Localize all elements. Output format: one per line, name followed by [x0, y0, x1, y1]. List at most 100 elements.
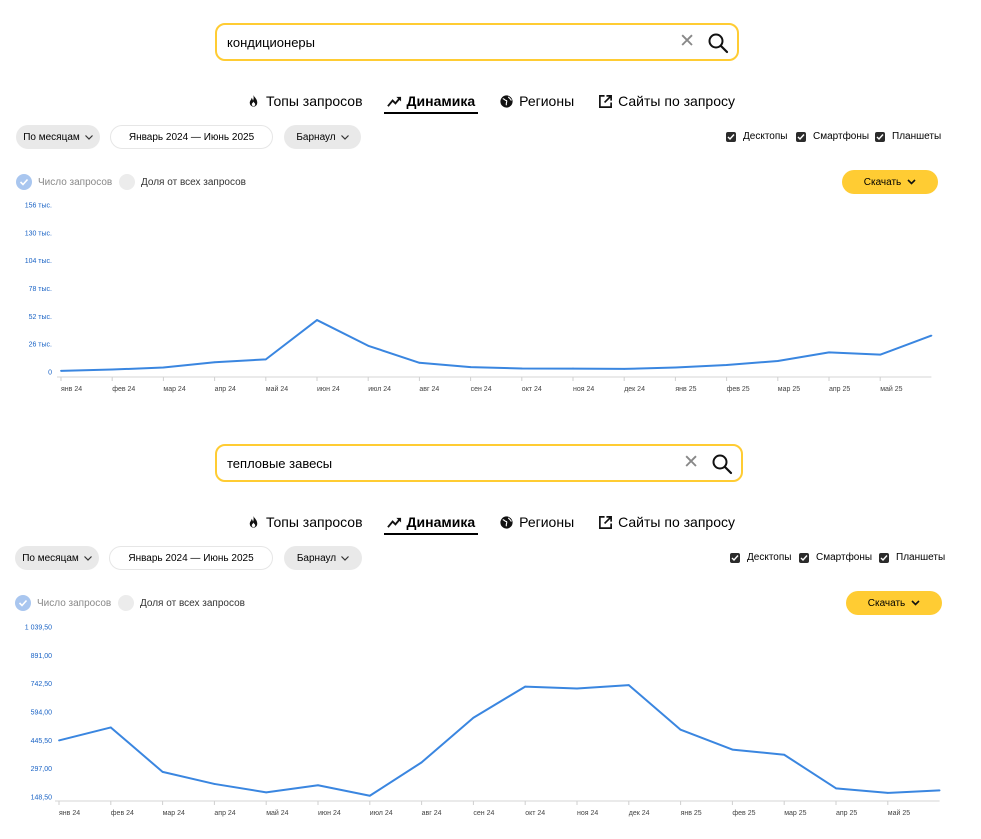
checkbox-checked-icon: [730, 552, 740, 563]
download-button[interactable]: Скачать: [846, 591, 942, 615]
checkbox-smartphones[interactable]: Смартфоны: [799, 552, 872, 563]
tab-sites[interactable]: Сайты по запросу: [595, 511, 738, 533]
external-link-icon: [599, 94, 613, 108]
date-range-picker[interactable]: Январь 2024 — Июнь 2025: [109, 546, 273, 570]
search-icon[interactable]: [707, 32, 729, 54]
search-input[interactable]: тепловые завесы: [227, 456, 333, 471]
metric-option-share[interactable]: Доля от всех запросов: [118, 595, 245, 611]
period-type-value: По месяцам: [23, 131, 80, 143]
region-select[interactable]: Барнаул: [284, 546, 362, 570]
checkbox-label: Смартфоны: [813, 131, 870, 142]
tab-label: Динамика: [406, 93, 476, 109]
radio-checked-icon: [16, 174, 32, 190]
x-tick-label: авг 24: [422, 810, 442, 817]
data-point: [368, 794, 371, 797]
tab-regions[interactable]: Регионы: [496, 90, 577, 112]
x-tick-label: сен 24: [473, 810, 494, 817]
tab-tops[interactable]: Топы запросов: [243, 90, 366, 112]
x-tick-label: апр 24: [214, 810, 235, 817]
metric-option-count[interactable]: Число запросов: [16, 174, 112, 190]
tab-tops[interactable]: Топы запросов: [243, 511, 366, 533]
data-point: [938, 789, 941, 792]
x-tick-label: окт 24: [525, 810, 545, 817]
data-point: [472, 716, 475, 719]
chevron-down-icon: [84, 134, 93, 140]
tab-sites[interactable]: Сайты по запросу: [595, 90, 738, 112]
data-point: [316, 319, 318, 321]
checkbox-smartphones[interactable]: Смартфоны: [796, 131, 869, 142]
x-tick-label: дек 24: [629, 810, 650, 817]
checkbox-checked-icon: [726, 131, 736, 142]
checkbox-checked-icon: [799, 552, 809, 563]
tab-label: Сайты по запросу: [618, 514, 735, 530]
y-tick-label: 78 тыс.: [29, 286, 52, 293]
globe-icon: [500, 94, 513, 108]
x-tick-label: мар 24: [163, 810, 185, 817]
chevron-down-icon: [340, 134, 349, 140]
data-point: [679, 728, 682, 731]
tab-dynamics[interactable]: Динамика: [383, 511, 479, 535]
clear-icon[interactable]: ✕: [683, 452, 699, 473]
data-point: [627, 684, 630, 686]
date-range-picker[interactable]: Январь 2024 — Июнь 2025: [110, 125, 273, 149]
data-point: [879, 353, 882, 356]
x-tick-label: янв 24: [61, 386, 82, 393]
tab-regions[interactable]: Регионы: [496, 511, 577, 533]
trend-icon: [386, 96, 401, 107]
data-point: [524, 685, 527, 688]
tabs: Топы запросов Динамика Регионы Сайты по …: [243, 511, 756, 535]
x-tick-label: июн 24: [318, 810, 341, 817]
period-type-select[interactable]: По месяцам: [16, 125, 100, 149]
tab-dynamics[interactable]: Динамика: [383, 90, 479, 114]
x-tick-label: ноя 24: [573, 386, 594, 393]
search-bar[interactable]: кондиционеры ✕: [215, 23, 739, 61]
x-tick-label: июл 24: [370, 810, 393, 817]
radio-unchecked-icon: [118, 595, 134, 611]
x-tick-label: апр 24: [215, 386, 236, 393]
checkbox-desktops[interactable]: Десктопы: [730, 552, 791, 563]
data-point: [420, 761, 423, 764]
line-chart: 0 26 тыс. 52 тыс. 78 тыс. 104 тыс. 130 тыс. 15…: [25, 203, 933, 393]
checkbox-label: Смартфоны: [816, 552, 873, 563]
data-point: [367, 344, 370, 347]
tab-label: Регионы: [519, 514, 575, 530]
metric-option-share[interactable]: Доля от всех запросов: [119, 174, 246, 190]
x-tick-label: мар 25: [784, 810, 806, 817]
x-tick-label: мар 25: [778, 386, 800, 393]
tab-label: Сайты по запросу: [618, 93, 735, 109]
chevron-down-icon: [341, 555, 350, 561]
clear-icon[interactable]: ✕: [679, 31, 695, 52]
checkbox-desktops[interactable]: Десктопы: [726, 131, 787, 142]
data-point: [469, 366, 472, 369]
tab-label: Топы запросов: [266, 93, 363, 109]
wordstat-panel-1: кондиционеры ✕ Топы запросов Динамика Ре…: [0, 0, 981, 418]
series-line: [60, 319, 932, 372]
y-tick-label: 891,00: [31, 653, 53, 660]
data-point: [828, 351, 830, 354]
x-tick-label: май 24: [266, 809, 288, 817]
data-point: [576, 687, 578, 690]
wordstat-panel-2: тепловые завесы ✕ Топы запросов Динамика…: [0, 421, 981, 839]
checkbox-tablets[interactable]: Планшеты: [875, 131, 941, 142]
data-point: [572, 367, 574, 370]
checkbox-label: Десктопы: [743, 131, 788, 142]
download-button[interactable]: Скачать: [842, 170, 938, 194]
tab-label: Регионы: [519, 93, 575, 109]
data-point: [264, 358, 267, 361]
y-tick-label: 594,00: [31, 710, 53, 717]
x-tick-label: фев 25: [727, 386, 750, 393]
data-point: [835, 787, 837, 790]
search-input[interactable]: кондиционеры: [227, 35, 316, 50]
data-point: [930, 334, 933, 337]
region-select[interactable]: Барнаул: [284, 125, 361, 149]
checkbox-tablets[interactable]: Планшеты: [879, 552, 945, 563]
data-point: [725, 364, 728, 366]
search-icon[interactable]: [711, 453, 733, 475]
x-tick-label: май 25: [888, 809, 910, 817]
date-range-value: Январь 2024 — Июнь 2025: [128, 131, 255, 143]
metric-option-count[interactable]: Число запросов: [15, 595, 111, 611]
y-tick-label: 52 тыс.: [29, 314, 52, 321]
period-type-select[interactable]: По месяцам: [15, 546, 99, 570]
search-bar[interactable]: тепловые завесы ✕: [215, 444, 743, 482]
radio-label: Число запросов: [38, 176, 113, 188]
